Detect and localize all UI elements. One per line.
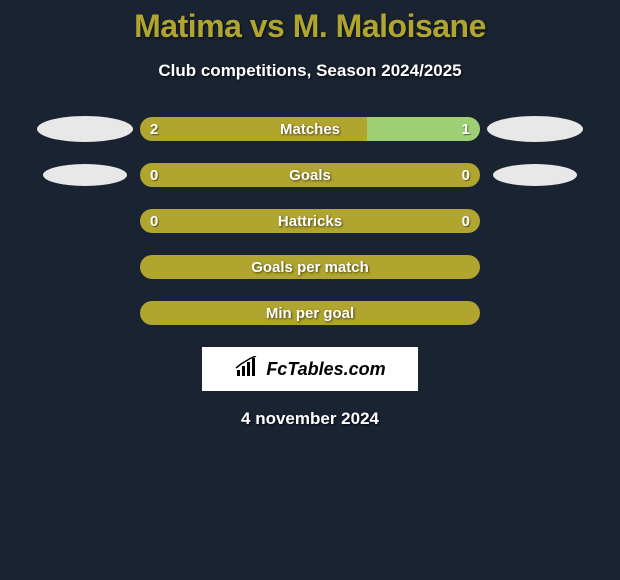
player-ellipse-left bbox=[37, 116, 133, 142]
player-ellipse-left bbox=[43, 164, 127, 186]
page-title: Matima vs M. Maloisane bbox=[0, 8, 620, 45]
single-stat-bar: Min per goal bbox=[140, 301, 480, 325]
stat-bar-right: 1 bbox=[367, 117, 480, 141]
stat-bar-left: 0 bbox=[140, 209, 310, 233]
stat-row: 00Hattricks bbox=[0, 209, 620, 233]
stat-bar-left: 2 bbox=[140, 117, 367, 141]
stat-rows: 21Matches 00Goals 00Hattricks bbox=[0, 117, 620, 233]
stat-bar: 00Goals bbox=[140, 163, 480, 187]
stat-bar-left: 0 bbox=[140, 163, 310, 187]
right-shape-slot bbox=[480, 164, 590, 186]
single-bars: Goals per match Min per goal bbox=[0, 255, 620, 325]
stat-bar-right: 0 bbox=[310, 163, 480, 187]
logo-box: FcTables.com bbox=[202, 347, 418, 391]
stat-bar: 00Hattricks bbox=[140, 209, 480, 233]
stat-bar-right: 0 bbox=[310, 209, 480, 233]
single-stat-bar: Goals per match bbox=[140, 255, 480, 279]
page-subtitle: Club competitions, Season 2024/2025 bbox=[0, 61, 620, 81]
stat-row: 00Goals bbox=[0, 163, 620, 187]
logo-text: FcTables.com bbox=[266, 359, 385, 380]
right-shape-slot bbox=[480, 116, 590, 142]
stat-bar: 21Matches bbox=[140, 117, 480, 141]
stat-row: 21Matches bbox=[0, 117, 620, 141]
player-ellipse-right bbox=[487, 116, 583, 142]
left-shape-slot bbox=[30, 164, 140, 186]
date-text: 4 november 2024 bbox=[0, 409, 620, 429]
chart-icon bbox=[234, 356, 260, 383]
player-ellipse-right bbox=[493, 164, 577, 186]
left-shape-slot bbox=[30, 116, 140, 142]
